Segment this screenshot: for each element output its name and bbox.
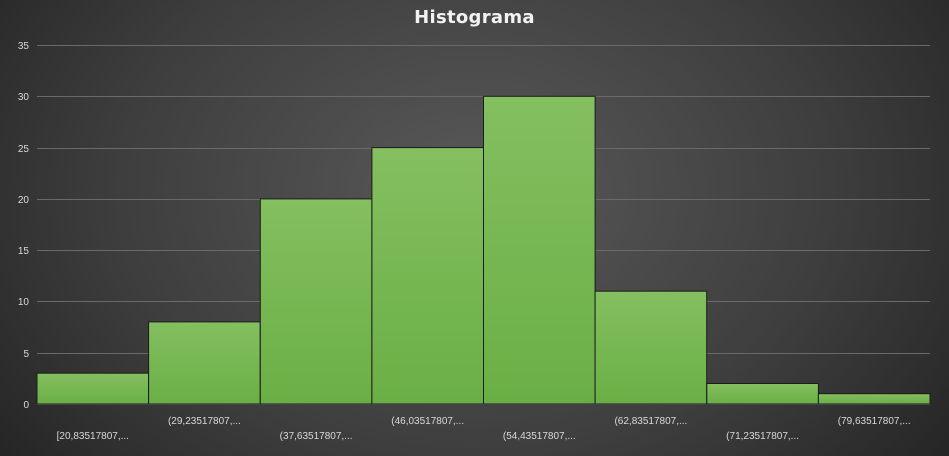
- histogram-bar: [817, 393, 931, 405]
- y-axis: 0 5 10 15 20 25 30 35: [18, 41, 30, 411]
- histogram-bar: [148, 321, 261, 405]
- chart-title: Histograma: [414, 7, 535, 28]
- y-tick-label: 25: [18, 144, 30, 155]
- x-tick-label: (79,63517807,...: [838, 416, 911, 427]
- histogram-bar: [259, 198, 373, 405]
- y-tick-label: 15: [18, 246, 30, 257]
- x-tick-label: (37,63517807,...: [280, 431, 353, 442]
- histogram-bar: [483, 95, 596, 405]
- histogram-bar: [371, 147, 484, 405]
- y-tick-label: 0: [23, 400, 29, 411]
- x-tick-label: (29,23517807,...: [168, 416, 241, 427]
- histogram-bar: [36, 372, 150, 405]
- histogram-bar: [706, 383, 819, 405]
- x-axis-labels: [20,83517807,... (29,23517807,... (37,6351…: [57, 416, 911, 442]
- x-tick-label: [20,83517807,...: [57, 431, 129, 442]
- bars: [36, 95, 931, 405]
- y-tick-label: 10: [18, 297, 30, 308]
- y-tick-label: 30: [18, 92, 30, 103]
- x-tick-label: (71,23517807,...: [726, 431, 799, 442]
- x-tick-label: (46,03517807,...: [391, 416, 464, 427]
- histogram-bar: [594, 290, 708, 405]
- y-tick-label: 5: [23, 349, 29, 360]
- x-tick-label: (62,83517807,...: [614, 416, 687, 427]
- y-tick-label: 20: [18, 195, 30, 206]
- y-tick-label: 35: [18, 41, 30, 52]
- x-tick-label: (54,43517807,...: [503, 431, 576, 442]
